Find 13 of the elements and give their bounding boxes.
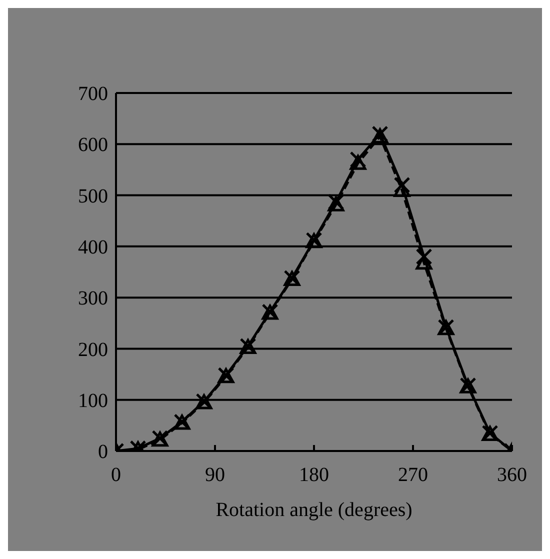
y-tick-label: 300 bbox=[78, 288, 108, 310]
y-tick-label: 500 bbox=[78, 185, 108, 208]
y-tick-label: 100 bbox=[78, 390, 108, 412]
x-tick-label: 180 bbox=[299, 464, 329, 486]
y-tick-label: 400 bbox=[78, 236, 108, 259]
x-tick-label: 90 bbox=[205, 464, 225, 486]
y-tick-label: 600 bbox=[78, 134, 108, 156]
y-tick-label: 0 bbox=[98, 441, 108, 464]
x-tick-label: 270 bbox=[398, 464, 428, 486]
x-axis-title: Rotation angle (degrees) bbox=[216, 499, 412, 521]
y-tick-label: 700 bbox=[78, 83, 108, 106]
y-tick-label: 200 bbox=[78, 338, 108, 361]
x-tick-label: 360 bbox=[497, 464, 527, 486]
